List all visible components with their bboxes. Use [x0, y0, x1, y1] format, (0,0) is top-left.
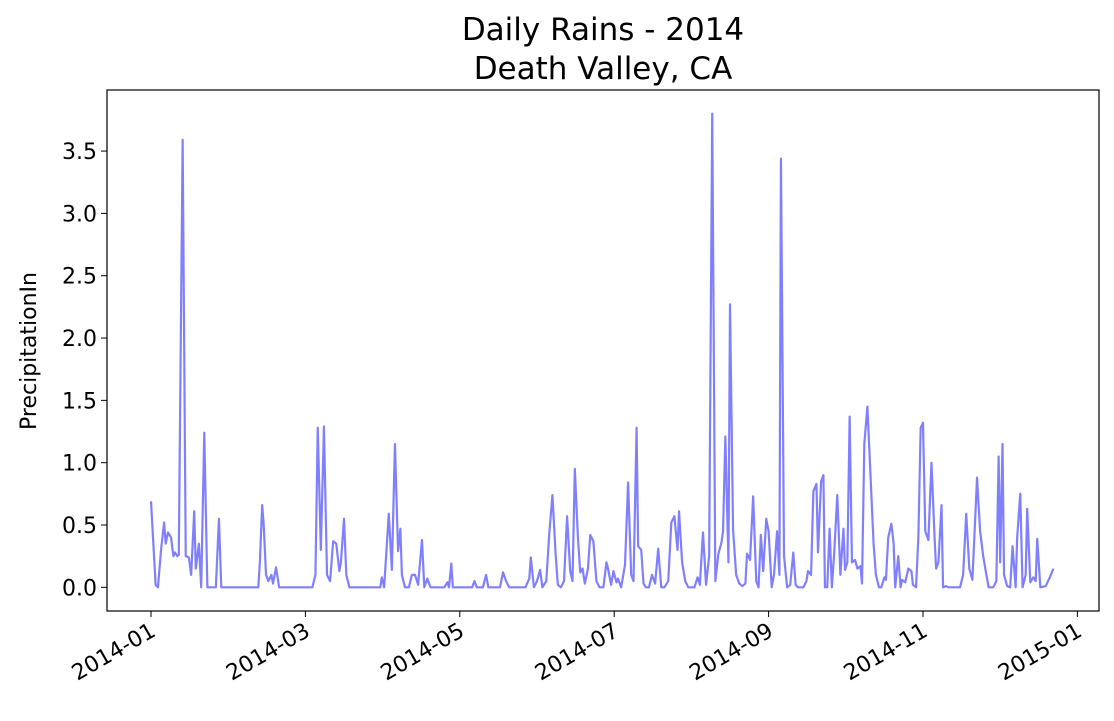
chart-subtitle: Death Valley, CA	[474, 51, 733, 87]
y-tick-label: 3.5	[62, 140, 97, 165]
x-tick-label: 2014-03	[222, 619, 314, 687]
x-tick-label: 2014-09	[685, 619, 777, 687]
plot-frame	[106, 89, 1100, 612]
x-tick-label: 2014-01	[68, 619, 160, 687]
y-tick-label: 1.0	[62, 452, 97, 477]
x-tick-label: 2015-01	[994, 619, 1086, 687]
y-axis-label: PrecipitationIn	[17, 272, 42, 430]
y-tick-label: 3.0	[62, 202, 97, 227]
y-tick-label: 2.0	[62, 327, 97, 352]
data-line	[149, 112, 1055, 589]
x-tick-label: 2014-05	[377, 619, 469, 687]
x-tick-label: 2014-07	[531, 619, 623, 687]
x-tick-label: 2014-11	[840, 619, 932, 687]
y-tick-label: 0.0	[62, 576, 97, 601]
chart-title: Daily Rains - 2014	[462, 12, 744, 48]
y-tick-label: 0.5	[62, 514, 97, 539]
y-tick-label: 1.5	[62, 389, 97, 414]
y-tick-label: 2.5	[62, 265, 97, 290]
